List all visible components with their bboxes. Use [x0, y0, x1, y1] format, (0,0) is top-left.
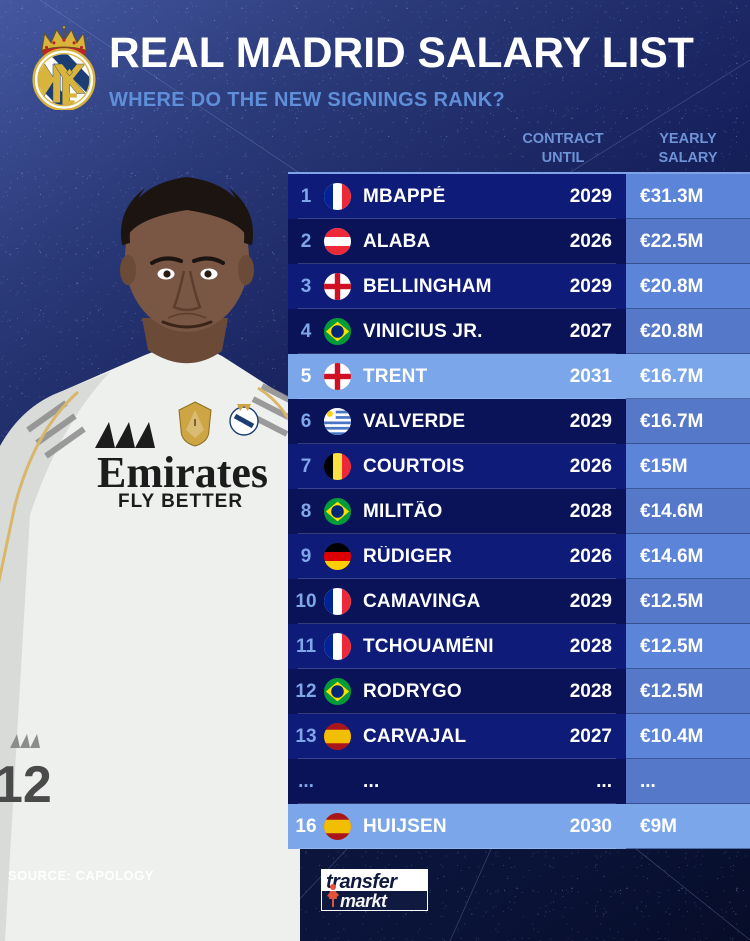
svg-text:I: I	[194, 418, 197, 429]
